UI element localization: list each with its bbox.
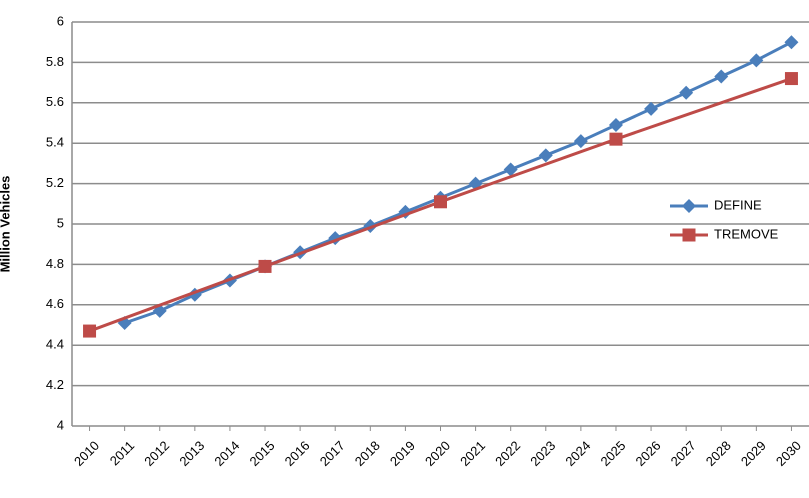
x-tick-label: 2029 (738, 438, 769, 469)
data-point (258, 259, 272, 273)
legend-marker (682, 199, 696, 213)
y-tick-label: 5.4 (46, 135, 64, 150)
data-point (573, 134, 588, 149)
x-tick-label: 2028 (703, 438, 734, 469)
x-tick-label: 2019 (387, 438, 418, 469)
x-tick-label: 2012 (141, 438, 172, 469)
legend-label: DEFINE (714, 197, 762, 212)
data-point (83, 324, 97, 338)
x-tick-label: 2011 (107, 438, 137, 468)
y-axis-label: Million Vehicles (0, 176, 12, 273)
data-point (679, 85, 694, 100)
data-point (644, 101, 659, 116)
x-tick-label: 2021 (457, 438, 488, 469)
y-tick-label: 4.2 (46, 377, 64, 392)
y-tick-label: 5.8 (46, 54, 64, 69)
x-tick-label: 2018 (352, 438, 383, 469)
y-tick-label: 4.8 (46, 256, 64, 271)
x-tick-label: 2027 (668, 438, 699, 469)
x-tick-label: 2014 (211, 438, 242, 469)
x-tick-label: 2013 (176, 438, 207, 469)
y-tick-label: 4.4 (46, 337, 64, 352)
data-point (434, 195, 447, 209)
x-tick-label: 2010 (71, 438, 102, 469)
x-tick-label: 2025 (597, 438, 628, 469)
y-tick-label: 5.6 (46, 94, 64, 109)
legend-label: TREMOVE (714, 226, 779, 241)
x-tick-label: 2030 (773, 438, 804, 469)
legend-marker (682, 228, 696, 242)
y-tick-label: 4.6 (46, 296, 64, 311)
x-tick-label: 2022 (492, 438, 523, 469)
x-tick-label: 2023 (527, 438, 558, 469)
data-point (714, 69, 729, 84)
x-tick-label: 2016 (282, 438, 313, 469)
x-tick-label: 2020 (422, 438, 453, 469)
data-point (784, 35, 799, 50)
data-point (749, 53, 764, 68)
y-tick-label: 5.2 (46, 175, 64, 190)
x-tick-label: 2017 (317, 438, 348, 469)
y-tick-label: 5 (57, 215, 64, 230)
data-point (784, 72, 798, 86)
y-tick-label: 4 (57, 417, 64, 432)
data-point (608, 118, 623, 133)
data-point (609, 132, 623, 146)
x-tick-label: 2015 (247, 438, 278, 469)
x-tick-label: 2026 (633, 438, 664, 469)
x-tick-label: 2024 (562, 438, 593, 469)
data-point (538, 148, 553, 163)
data-point (503, 162, 518, 177)
y-tick-label: 6 (57, 13, 64, 28)
